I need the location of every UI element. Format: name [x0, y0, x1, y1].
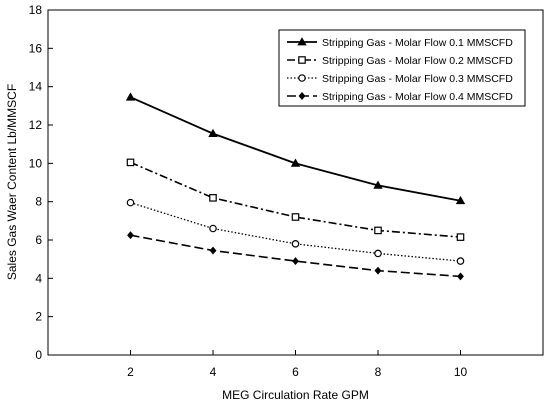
data-point	[292, 257, 299, 266]
legend-item: Stripping Gas - Molar Flow 0.4 MMSCFD	[287, 91, 513, 103]
legend-label: Stripping Gas - Molar Flow 0.3 MMSCFD	[322, 73, 513, 85]
y-tick-label: 16	[29, 41, 43, 55]
y-tick-label: 8	[35, 195, 42, 209]
data-point	[298, 74, 306, 82]
data-point	[298, 56, 306, 64]
data-point	[298, 92, 306, 100]
legend: Stripping Gas - Molar Flow 0.1 MMSCFD Str…	[278, 29, 526, 107]
legend-label: Stripping Gas - Molar Flow 0.4 MMSCFD	[322, 91, 513, 103]
data-point	[208, 128, 218, 138]
y-tick-label: 12	[29, 118, 43, 132]
data-point	[209, 246, 217, 255]
x-tick-label: 4	[210, 365, 217, 379]
legend-box	[278, 29, 526, 107]
series-line	[130, 96, 461, 202]
data-point	[374, 266, 382, 275]
y-tick-label: 10	[29, 156, 43, 170]
x-axis-title: MEG Circulation Rate GPM	[222, 388, 369, 402]
data-point	[457, 272, 464, 281]
ticks-layer: 0 2 4 6 8 10 12 14 16 18 2 4 6 8 10	[29, 3, 468, 379]
series-3	[126, 198, 465, 265]
data-point	[209, 224, 217, 233]
series-2	[126, 158, 465, 241]
x-tick-label: 2	[127, 365, 134, 379]
data-point	[297, 37, 307, 46]
y-tick-label: 6	[35, 233, 42, 247]
y-axis-title: Sales Gas Waer Content Lb/MMSCF	[5, 84, 19, 280]
y-tick-label: 2	[35, 310, 42, 324]
data-point	[290, 158, 301, 167]
x-tick-label: 6	[292, 365, 299, 379]
series-1	[125, 92, 466, 205]
y-tick-label: 18	[29, 3, 43, 17]
series-line	[130, 161, 461, 238]
data-point	[456, 233, 465, 241]
data-point	[126, 198, 135, 207]
data-point	[456, 257, 465, 265]
data-point	[373, 180, 383, 189]
data-point	[455, 195, 466, 205]
y-tick-label: 0	[35, 348, 42, 362]
series-line	[130, 202, 461, 262]
data-point	[127, 231, 134, 240]
legend-item: Stripping Gas - Molar Flow 0.1 MMSCFD	[287, 37, 513, 49]
series-line	[130, 234, 461, 278]
legend-item: Stripping Gas - Molar Flow 0.3 MMSCFD	[287, 73, 513, 85]
series-4	[127, 231, 464, 281]
legend-item: Stripping Gas - Molar Flow 0.2 MMSCFD	[287, 55, 513, 67]
y-tick-label: 14	[29, 80, 43, 94]
data-point	[125, 92, 136, 101]
series-layer	[125, 92, 466, 281]
x-tick-label: 10	[454, 365, 468, 379]
data-point	[209, 194, 217, 202]
x-tick-label: 8	[375, 365, 382, 379]
data-point	[291, 240, 300, 248]
legend-label: Stripping Gas - Molar Flow 0.1 MMSCFD	[322, 37, 513, 49]
data-point	[374, 249, 382, 258]
y-tick-label: 4	[35, 271, 42, 285]
legend-items: Stripping Gas - Molar Flow 0.1 MMSCFD Str…	[287, 37, 513, 103]
legend-label: Stripping Gas - Molar Flow 0.2 MMSCFD	[322, 55, 513, 67]
data-point	[291, 213, 300, 221]
data-point	[374, 226, 382, 235]
data-point	[126, 158, 135, 167]
